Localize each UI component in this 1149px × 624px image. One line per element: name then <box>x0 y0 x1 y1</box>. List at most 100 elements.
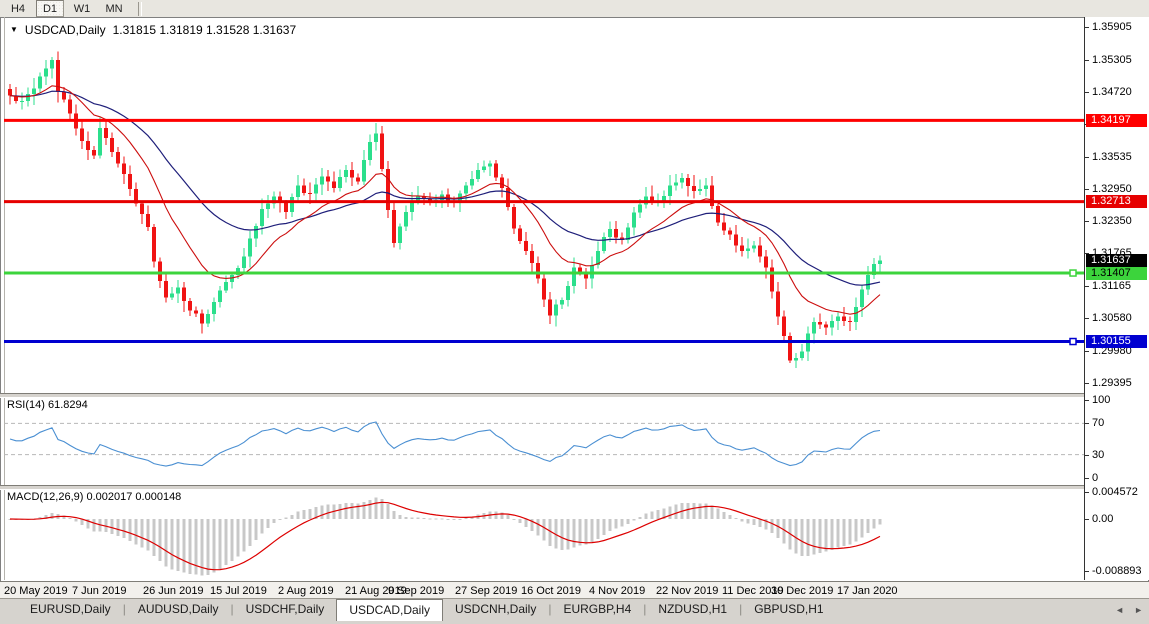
axis-tickmark <box>1085 519 1089 520</box>
timeframe-button-h4[interactable]: H4 <box>10 2 26 15</box>
time-axis-label: 21 Aug 2019 <box>345 585 407 597</box>
tab-separator: | <box>122 602 126 616</box>
toolbar-separator <box>138 1 142 16</box>
rsi-canvas[interactable] <box>4 396 1084 485</box>
timeframe-button-w1[interactable]: W1 <box>73 2 91 15</box>
symbol-label: USDCAD,Daily <box>24 23 106 37</box>
chart-window: ▼ USDCAD,Daily 1.31815 1.31819 1.31528 1… <box>0 17 1149 624</box>
axis-tickmark <box>1085 286 1089 288</box>
rsi-line <box>9 421 881 467</box>
axis-tickmark <box>1085 454 1089 456</box>
axis-tickmark <box>1085 351 1089 353</box>
time-axis[interactable]: 20 May 2019 7 Jun 2019 26 Jun 2019 15 Jul 2… <box>0 581 1149 599</box>
support-line-green-handle[interactable] <box>1069 269 1077 277</box>
macd-axis-tick: 0.00 <box>1092 513 1114 525</box>
axis-tickmark <box>1085 27 1089 28</box>
support-line-blue-handle[interactable] <box>1069 337 1077 346</box>
axis-tickmark <box>1085 423 1089 425</box>
symbol-tab-usdcnh[interactable]: USDCNH,Daily <box>455 602 537 616</box>
symbol-tab-gbpusd[interactable]: GBPUSD,H1 <box>754 602 824 616</box>
axis-tickmark <box>1085 383 1089 385</box>
price-axis-tick: 1.35305 <box>1092 53 1132 66</box>
panel-left-border <box>4 17 5 580</box>
tab-scroll-right-icon[interactable]: ► <box>1134 605 1143 615</box>
symbol-dropdown-icon[interactable]: ▼ <box>10 25 18 34</box>
support-line-green-price-badge: 1.31407 <box>1086 266 1147 280</box>
price-axis-tick: 1.33535 <box>1092 150 1132 163</box>
resistance-line-upper-price-badge: 1.34197 <box>1086 113 1147 127</box>
ma-fast-line <box>9 85 881 315</box>
main-chart-canvas[interactable] <box>4 20 1084 394</box>
time-axis-label: 30 Dec 2019 <box>771 585 834 597</box>
time-axis-label: 7 Jun 2019 <box>72 585 127 597</box>
axis-tickmark <box>1085 91 1089 93</box>
macd-signal-line <box>9 501 881 571</box>
axis-tickmark <box>1085 318 1089 320</box>
price-axis-tick: 1.31165 <box>1092 280 1131 293</box>
axis-tickmark <box>1085 221 1089 223</box>
axis-tickmark <box>1085 400 1089 401</box>
tab-scroll-left-icon[interactable]: ◄ <box>1115 605 1125 615</box>
time-axis-label: 26 Jun 2019 <box>143 585 204 597</box>
symbol-tabbar: EURUSD,Daily | AUDUSD,Daily | USDCHF,Daily US… <box>0 598 1149 624</box>
symbol-tab-eurgbp[interactable]: EURGBP,H4 <box>563 602 632 616</box>
time-axis-label: 20 May 2019 <box>4 585 68 597</box>
symbol-tab-audusd[interactable]: AUDUSD,Daily <box>137 602 219 616</box>
rsi-value: 61.8294 <box>47 399 88 411</box>
panel-divider[interactable] <box>0 393 1149 398</box>
symbol-tab-eurusd[interactable]: EURUSD,Daily <box>30 602 111 616</box>
time-axis-label: 22 Nov 2019 <box>656 585 719 597</box>
macd-axis-tick: 0.004572 <box>1092 486 1138 499</box>
macd-canvas[interactable] <box>4 488 1084 579</box>
timeframe-button-d1[interactable]: D1 <box>36 0 64 17</box>
axis-tickmark <box>1085 188 1089 190</box>
axis-tickmark <box>1085 59 1089 61</box>
current-price-badge: 1.31637 <box>1086 253 1147 267</box>
price-axis[interactable]: 1.359051.353051.347201.341351.335351.329… <box>1084 17 1149 580</box>
timeframe-toolbar: H4 D1 W1 MN <box>0 0 1149 18</box>
rsi-axis-tick: 70 <box>1092 417 1105 430</box>
axis-tickmark <box>1085 492 1089 494</box>
tab-separator: | <box>643 602 647 616</box>
axis-tickmark <box>1085 156 1089 158</box>
price-axis-tick: 1.29980 <box>1092 345 1132 358</box>
axis-tickmark <box>1085 478 1089 479</box>
time-axis-label: 11 Dec 2019 <box>722 585 784 597</box>
resistance-line-lower-price-badge: 1.32713 <box>1086 195 1147 209</box>
price-axis-tick: 1.34720 <box>1092 85 1132 98</box>
macd-label: MACD(12,26,9) 0.002017 0.000148 <box>7 491 182 503</box>
symbol-tab-usdchf[interactable]: USDCHF,Daily <box>245 602 325 616</box>
panel-divider[interactable] <box>0 485 1149 490</box>
timeframe-button-mn[interactable]: MN <box>105 2 123 15</box>
time-axis-label: 9 Sep 2019 <box>388 585 445 597</box>
time-axis-label: 15 Jul 2019 <box>210 585 267 597</box>
price-axis-tick: 1.29395 <box>1092 377 1132 390</box>
chart-title: ▼ USDCAD,Daily 1.31815 1.31819 1.31528 1… <box>10 23 296 37</box>
support-line-blue-price-badge: 1.30155 <box>1086 335 1147 349</box>
candlesticks <box>8 51 882 369</box>
macd-axis-tick: -0.008893 <box>1092 565 1142 578</box>
tab-separator: | <box>739 602 743 616</box>
price-axis-tick: 1.35905 <box>1092 21 1132 33</box>
tab-separator: | <box>230 602 234 616</box>
time-axis-label: 17 Jan 2020 <box>837 585 898 597</box>
ohlc-readout: 1.31815 1.31819 1.31528 1.31637 <box>112 23 297 37</box>
time-axis-label: 16 Oct 2019 <box>521 585 581 597</box>
rsi-label: RSI(14) 61.8294 <box>7 399 88 411</box>
time-axis-label: 2 Aug 2019 <box>278 585 334 597</box>
price-axis-tick: 1.32950 <box>1092 182 1132 195</box>
rsi-axis-tick: 30 <box>1092 448 1105 461</box>
tab-separator: | <box>548 602 552 616</box>
rsi-axis-tick: 100 <box>1092 394 1111 406</box>
tab-scroll-arrows: ◄ ► <box>1115 605 1143 615</box>
ma-slow-line <box>9 90 881 286</box>
time-axis-label: 4 Nov 2019 <box>589 585 646 597</box>
symbol-tab-nzdusd[interactable]: NZDUSD,H1 <box>658 602 728 616</box>
axis-tickmark <box>1085 571 1089 573</box>
symbol-tab-usdcad[interactable]: USDCAD,Daily <box>336 599 443 621</box>
price-axis-tick: 1.32350 <box>1092 215 1132 228</box>
rsi-axis-tick: 0 <box>1092 472 1099 484</box>
time-axis-label: 27 Sep 2019 <box>455 585 518 597</box>
price-axis-tick: 1.30580 <box>1092 312 1132 325</box>
macd-values: 0.002017 0.000148 <box>86 491 182 503</box>
